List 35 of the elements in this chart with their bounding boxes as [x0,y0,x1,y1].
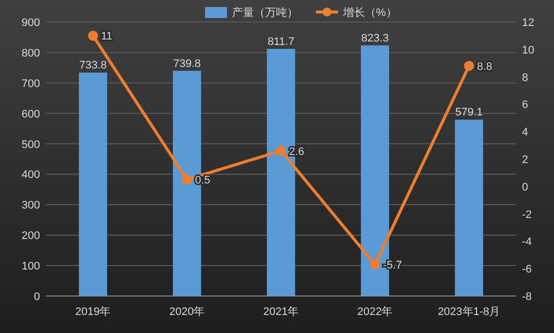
y2-tick-label: 12 [522,17,534,29]
data-label: 811.7 [268,36,294,48]
y-tick-label: 600 [22,108,40,120]
legend-label: 增长（%） [342,6,397,19]
y-tick-label: 0 [34,291,40,303]
y-tick-label: 800 [22,47,40,60]
data-label: 8.8 [477,60,492,73]
y2-tick-label: 4 [522,126,528,139]
x-tick-label: 2022年 [357,306,393,318]
data-label: 823.3 [361,32,389,44]
y-tick-label: 900 [22,17,40,29]
y-tick-label: 700 [22,78,40,90]
x-tick-label: 2019年 [75,306,111,318]
y2-tick-label: -4 [522,236,532,248]
data-label: 733.8 [79,60,107,72]
y2-tick-label: 6 [522,99,528,112]
x-tick-label: 2020年 [169,306,205,318]
y-tick-label: 100 [22,260,40,273]
y-tick-label: 300 [22,200,40,212]
y-tick-label: 400 [22,169,40,182]
x-tick-label: 2023年1-8月 [438,306,500,318]
y-tick-label: 200 [22,230,40,242]
y2-tick-label: -2 [522,208,532,221]
y2-tick-label: -6 [522,264,532,276]
legend-label: 产量（万吨） [232,6,298,19]
y2-tick-label: 8 [522,72,528,84]
x-tick-label: 2021年 [263,306,299,318]
y2-tick-label: 0 [522,181,528,194]
y2-tick-label: 10 [522,44,534,56]
data-label: 11 [101,30,112,43]
data-label: 579.1 [455,106,483,119]
y-tick-label: 500 [22,138,40,151]
data-label: 739.8 [173,58,201,70]
y2-tick-label: 2 [522,154,528,166]
y2-tick-label: -8 [522,291,532,303]
